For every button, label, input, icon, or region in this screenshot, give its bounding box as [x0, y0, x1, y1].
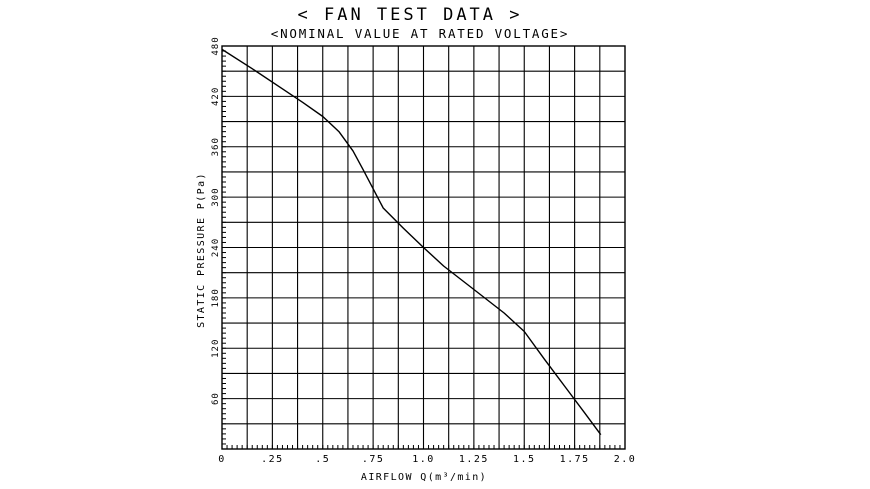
- x-tick-label: 1.5: [513, 454, 536, 465]
- series-line-1: [221, 48, 602, 436]
- grid: [222, 46, 625, 449]
- x-tick-label: .25: [261, 454, 284, 465]
- y-tick-label: 420: [211, 87, 221, 106]
- x-tick-label: .75: [362, 454, 385, 465]
- y-axis-ticks: 60 120 180 240 300 360 420 480: [211, 36, 221, 405]
- x-tick-label: 1.0: [412, 454, 435, 465]
- chart-subtitle: <NOMINAL VALUE AT RATED VOLTAGE>: [271, 26, 569, 41]
- x-tick-label: 0: [218, 454, 226, 465]
- x-tick-label: 2.0: [614, 454, 637, 465]
- x-tick-label: 1.25: [459, 454, 489, 465]
- x-axis-ticks: 0 .25 .5 .75 1.0 1.25 1.5 1.75 2.0: [218, 454, 637, 465]
- plot-frame: [221, 45, 626, 450]
- x-tick-label: .5: [315, 454, 330, 465]
- x-axis-label: AIRFLOW Q(m³/min): [361, 472, 487, 483]
- y-tick-label: 480: [211, 36, 221, 55]
- y-tick-label: 360: [211, 137, 221, 156]
- chart-title: < FAN TEST DATA >: [298, 5, 523, 25]
- y-tick-label: 180: [211, 288, 221, 307]
- y-tick-label: 60: [211, 392, 221, 405]
- y-tick-label: 300: [211, 187, 221, 206]
- y-axis-label: STATIC PRESSURE P(Pa): [196, 172, 207, 328]
- x-tick-label: 1.75: [560, 454, 590, 465]
- y-tick-label: 240: [211, 238, 221, 257]
- y-tick-label: 120: [211, 339, 221, 358]
- series-layer: [221, 48, 602, 436]
